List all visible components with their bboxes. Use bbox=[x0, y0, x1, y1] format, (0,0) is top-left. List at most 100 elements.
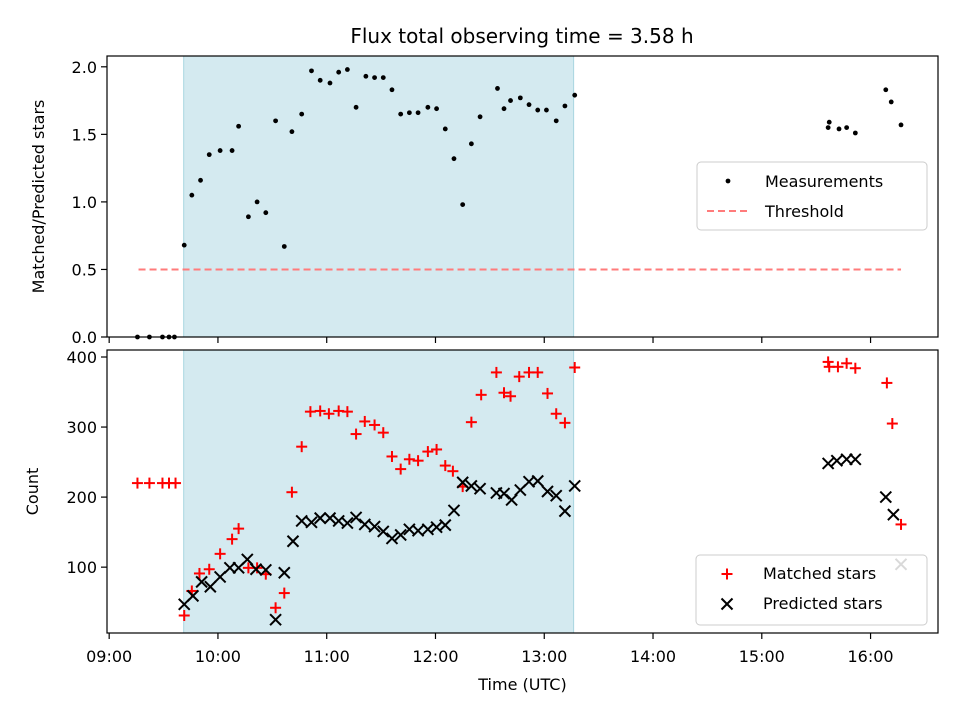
predicted-star-point bbox=[550, 489, 563, 502]
predicted-star-point bbox=[195, 575, 208, 589]
measurement-point bbox=[398, 111, 404, 117]
measurement-point bbox=[336, 69, 342, 75]
count-x-axis: 09:00 10:00 11:00 12:00 13:00 14:00 15:00 16:00 bbox=[86, 633, 894, 666]
ratio-y-axis: 0.0 0.5 1.0 1.5 2.0 bbox=[72, 58, 107, 347]
predicted-star-point bbox=[377, 525, 390, 538]
y-tick-label: 400 bbox=[66, 348, 97, 367]
predicted-star-point bbox=[341, 516, 354, 530]
count-legend: Matched stars Predicted stars bbox=[695, 554, 928, 626]
observing-window-bottom bbox=[183, 349, 575, 634]
measurement-point bbox=[406, 110, 412, 116]
measurement-point bbox=[826, 119, 832, 125]
x-tick-label: 11:00 bbox=[304, 647, 350, 666]
predicted-star-point bbox=[385, 532, 399, 545]
measurement-point bbox=[477, 114, 483, 120]
measurement-point bbox=[281, 244, 287, 249]
measurement-point bbox=[844, 125, 850, 131]
matched-star-point bbox=[296, 441, 308, 453]
matched-star-point bbox=[131, 477, 143, 489]
measurement-point bbox=[508, 98, 513, 103]
measurement-point bbox=[898, 122, 904, 128]
matched-star-point bbox=[841, 357, 853, 369]
predicted-star-point bbox=[887, 508, 900, 521]
measurement-point bbox=[246, 214, 251, 220]
measurement-point bbox=[544, 107, 549, 113]
predicted-star-point bbox=[358, 518, 371, 531]
matched-star-point bbox=[447, 465, 459, 477]
measurement-point bbox=[217, 148, 223, 153]
measurement-point bbox=[888, 99, 894, 105]
predicted-star-point bbox=[349, 511, 363, 524]
predicted-star-point bbox=[323, 511, 337, 525]
measurement-point bbox=[836, 126, 842, 132]
predicted-star-point bbox=[849, 453, 862, 466]
ratio-panel: 0.00.51.01.52.0 Matched/Predicted stars … bbox=[29, 55, 939, 347]
legend-matched-marker bbox=[721, 568, 733, 580]
matched-star-point bbox=[465, 416, 477, 428]
measurement-point bbox=[415, 110, 421, 116]
x-tick-label: 12:00 bbox=[412, 647, 458, 666]
predicted-star-point bbox=[821, 457, 835, 470]
matched-star-point bbox=[542, 387, 554, 399]
predicted-star-point bbox=[439, 518, 452, 532]
measurement-point bbox=[825, 125, 831, 131]
measurement-point bbox=[380, 75, 386, 81]
measurement-point bbox=[442, 126, 448, 132]
measurement-point bbox=[501, 106, 507, 112]
matched-star-point bbox=[439, 460, 451, 472]
x-axis-label: Time (UTC) bbox=[477, 675, 566, 694]
predicted-star-point bbox=[394, 528, 407, 542]
legend-predicted-marker bbox=[720, 597, 734, 611]
y-tick-label: 300 bbox=[66, 418, 97, 437]
predicted-stars-series bbox=[178, 453, 908, 626]
matched-star-point bbox=[304, 406, 316, 418]
count-y-label: Count bbox=[23, 468, 42, 516]
predicted-star-point bbox=[505, 493, 518, 507]
matched-star-point bbox=[377, 427, 389, 439]
predicted-star-point bbox=[368, 520, 381, 533]
predicted-star-point bbox=[241, 553, 254, 566]
matched-star-point bbox=[214, 548, 226, 560]
matched-star-point bbox=[822, 356, 834, 368]
measurement-point bbox=[562, 103, 568, 109]
measurement-point bbox=[495, 86, 500, 91]
predicted-star-point bbox=[313, 511, 327, 525]
matched-star-point bbox=[278, 587, 290, 599]
matched-stars-series bbox=[131, 356, 907, 621]
measurement-point bbox=[236, 123, 242, 129]
matched-star-point bbox=[412, 455, 424, 467]
matched-star-point bbox=[490, 366, 502, 378]
matched-star-point bbox=[559, 417, 571, 429]
matched-star-point bbox=[226, 533, 238, 545]
predicted-star-point bbox=[531, 474, 544, 488]
predicted-star-point bbox=[295, 514, 308, 528]
predicted-star-point bbox=[186, 589, 200, 603]
matched-star-point bbox=[422, 446, 434, 458]
matched-star-point bbox=[569, 362, 581, 374]
x-tick-label: 16:00 bbox=[848, 647, 894, 666]
matched-star-point bbox=[341, 406, 353, 418]
measurement-point bbox=[425, 104, 431, 110]
predicted-star-point bbox=[558, 504, 572, 518]
chart-title: Flux total observing time = 3.58 h bbox=[350, 24, 693, 48]
y-tick-label: 0.5 bbox=[72, 260, 97, 279]
matched-star-point bbox=[881, 377, 893, 389]
measurement-point bbox=[254, 199, 260, 205]
measurements-series bbox=[135, 67, 904, 340]
matched-star-point bbox=[513, 371, 525, 383]
x-tick-label: 15:00 bbox=[739, 647, 785, 666]
predicted-star-point bbox=[879, 490, 892, 504]
matched-star-point bbox=[359, 415, 371, 427]
matched-star-point bbox=[498, 387, 510, 399]
matched-star-point bbox=[849, 362, 861, 374]
matched-star-point bbox=[550, 408, 562, 420]
count-panel: 100 200 300 400 09:00 10:00 11:00 12:00 13:00 14… bbox=[23, 348, 939, 694]
matched-star-point bbox=[886, 418, 898, 430]
observing-window-top bbox=[183, 55, 575, 338]
predicted-star-point bbox=[286, 535, 300, 548]
matched-star-point bbox=[386, 450, 398, 462]
predicted-star-point bbox=[305, 516, 318, 529]
measurement-point bbox=[468, 141, 474, 147]
count-axes-frame bbox=[106, 349, 939, 634]
measurement-point bbox=[299, 111, 305, 117]
